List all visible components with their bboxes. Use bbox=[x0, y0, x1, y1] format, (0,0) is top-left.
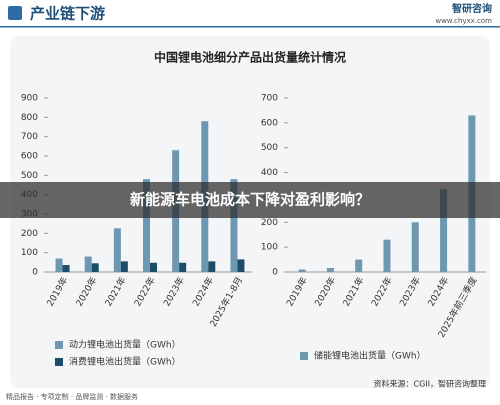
footer: 精品报告 · 专项定制 · 品牌监测 · 数据服务 bbox=[6, 392, 138, 401]
y-tick-label: 100 bbox=[21, 248, 38, 258]
legend-swatch bbox=[55, 341, 63, 349]
bar bbox=[62, 265, 70, 272]
y-tick-label: 400 bbox=[261, 168, 278, 178]
logo-url: www.chyxx.com bbox=[435, 17, 492, 25]
y-tick-label: 500 bbox=[21, 171, 38, 181]
bar bbox=[150, 262, 157, 272]
y-tick-label: 600 bbox=[21, 152, 38, 162]
legend-swatch bbox=[55, 358, 63, 366]
y-tick-label: 100 bbox=[261, 243, 278, 253]
y-tick-label: 600 bbox=[261, 118, 278, 128]
y-tick-label: 800 bbox=[21, 113, 38, 123]
bar bbox=[208, 261, 216, 272]
y-tick-label: 0 bbox=[272, 268, 278, 278]
panel-title: 中国锂电池细分产品出货量统计情况 bbox=[154, 50, 346, 65]
y-tick-label: 500 bbox=[261, 143, 278, 153]
bar bbox=[383, 239, 391, 272]
y-tick-label: 700 bbox=[21, 132, 38, 142]
bar bbox=[120, 261, 128, 272]
bar bbox=[355, 259, 363, 272]
bar bbox=[440, 189, 448, 272]
banner-text: 新能源车电池成本下降对盈利影响？ bbox=[130, 191, 370, 209]
bar bbox=[230, 179, 238, 272]
legend-label: 储能锂电池出货量（GWh） bbox=[314, 350, 426, 362]
legend-swatch bbox=[300, 352, 308, 360]
legend-label: 消费锂电池出货量（GWh） bbox=[69, 356, 181, 368]
y-tick-label: 200 bbox=[261, 218, 278, 228]
y-tick-label: 0 bbox=[32, 268, 38, 278]
y-tick-label: 700 bbox=[261, 94, 278, 104]
banner-band bbox=[0, 182, 500, 218]
bar bbox=[91, 263, 99, 272]
bar bbox=[298, 269, 306, 272]
source: 资料来源：CGII，智研咨询整理 bbox=[373, 379, 486, 389]
y-tick-label: 900 bbox=[21, 94, 38, 104]
bar bbox=[237, 259, 245, 272]
header-rule bbox=[0, 26, 500, 28]
bar bbox=[411, 222, 419, 272]
legend-label: 动力锂电池出货量（GWh） bbox=[69, 339, 181, 351]
bar bbox=[84, 256, 92, 272]
header-title: 产业链下游 bbox=[30, 5, 105, 23]
logo: 智研咨询 bbox=[452, 2, 492, 15]
bar bbox=[179, 262, 187, 272]
y-tick-label: 200 bbox=[21, 229, 38, 239]
bar bbox=[143, 179, 150, 272]
bar bbox=[55, 258, 63, 272]
bar bbox=[113, 228, 121, 272]
bar bbox=[326, 268, 334, 272]
title-icon bbox=[8, 6, 22, 20]
